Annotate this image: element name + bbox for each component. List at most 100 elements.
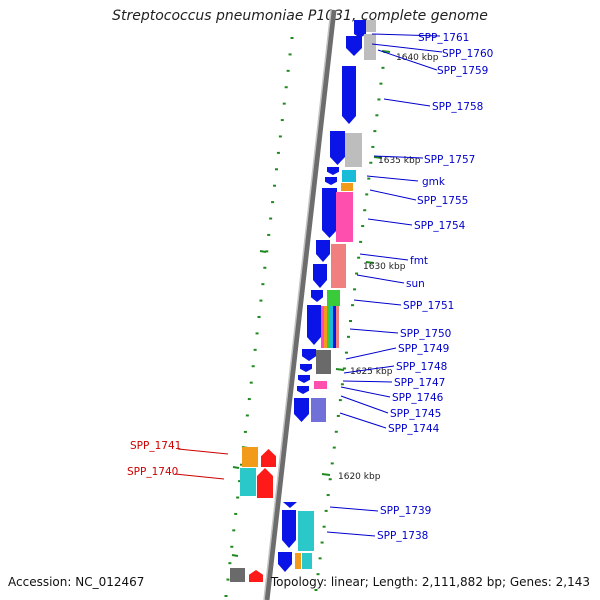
gene-block: [230, 568, 245, 582]
dashed-track-left: [267, 233, 271, 236]
scale-label: 1635 kbp: [378, 156, 421, 166]
gene-label: fmt: [410, 255, 428, 267]
gene-label: SPP_1757: [424, 154, 475, 166]
label-leader-line: [342, 380, 393, 383]
label-leader-line: [329, 506, 379, 512]
dashed-track-left: [236, 496, 240, 499]
gene-block: [364, 34, 376, 60]
gene-arrow: [307, 305, 321, 345]
gene-label: SPP_1759: [437, 65, 488, 77]
gene-block: [331, 244, 346, 288]
dashed-track-right: [338, 399, 342, 402]
dashed-track-right: [359, 240, 363, 243]
backbone-highlight: [263, 9, 332, 600]
dashed-track-left: [243, 430, 247, 433]
gene-block: [242, 447, 258, 467]
dashed-track-right: [322, 525, 326, 528]
gene-arrow: [322, 188, 337, 238]
dashed-track-left: [249, 381, 253, 384]
gene-arrow: [298, 375, 310, 383]
label-leader-line: [340, 395, 389, 414]
gene-arrow: [311, 290, 323, 302]
dashed-track-right: [334, 430, 338, 433]
dashed-track-left: [228, 562, 232, 565]
gene-block: [316, 350, 331, 374]
dashed-track-right: [336, 414, 340, 417]
dashed-track-left: [230, 545, 234, 548]
gene-label: SPP_1750: [400, 328, 451, 340]
gene-label: SPP_1741: [130, 440, 181, 452]
label-leader-line: [343, 365, 395, 374]
gene-label: SPP_1738: [377, 530, 428, 542]
dashed-track-left: [284, 86, 288, 89]
dashed-track-left: [257, 316, 261, 318]
gene-arrow: [302, 349, 316, 361]
dashed-track-right: [373, 130, 377, 133]
label-leader-line: [339, 412, 387, 429]
scale-tick: [381, 50, 391, 53]
dashed-track-right: [353, 288, 357, 291]
dashed-track-left: [263, 266, 267, 269]
dashed-track-left: [240, 463, 244, 466]
gene-block: [240, 468, 256, 496]
label-leader-line: [371, 33, 441, 37]
gene-block: [341, 183, 353, 191]
topology-text: Topology: linear; Length: 2,111,882 bp; …: [270, 575, 590, 589]
gene-block: [336, 306, 339, 348]
scale-tick: [232, 466, 240, 469]
dashed-track-right: [365, 193, 369, 196]
gene-label: SPP_1761: [418, 32, 469, 44]
dashed-track-right: [379, 82, 383, 85]
label-leader-line: [369, 189, 417, 201]
label-leader-line: [366, 175, 419, 182]
dashed-track-right: [314, 589, 318, 591]
dashed-track-right: [369, 161, 373, 164]
gene-block: [321, 306, 324, 348]
dashed-track-left: [259, 299, 263, 302]
dashed-track-left: [265, 250, 269, 253]
scale-tick: [231, 554, 239, 557]
dashed-track-right: [340, 383, 344, 386]
gene-label: SPP_1749: [398, 343, 449, 355]
gene-arrow: [330, 131, 345, 165]
dashed-track-right: [318, 557, 322, 560]
dashed-track-right: [361, 225, 365, 228]
dashed-track-right: [375, 114, 379, 117]
scale-label: 1620 kbp: [338, 472, 381, 482]
gene-arrow: [283, 502, 297, 508]
dashed-track-right: [363, 209, 367, 212]
gene-label: SPP_1755: [417, 195, 468, 207]
label-leader-line: [359, 253, 409, 261]
label-leader-line: [353, 299, 402, 306]
gene-label: SPP_1746: [392, 392, 444, 404]
gene-block: [324, 306, 327, 348]
gene-arrow: [300, 364, 312, 372]
gene-block: [327, 290, 340, 306]
dashed-track-right: [332, 446, 336, 449]
gene-label: gmk: [422, 176, 446, 188]
label-leader-line: [345, 347, 397, 360]
scale-label: 1630 kbp: [363, 262, 406, 272]
label-leader-line: [177, 448, 229, 455]
gene-arrow-reverse: [261, 449, 276, 467]
gene-arrow: [346, 36, 362, 56]
scale-label: 1625 kbp: [350, 367, 393, 377]
dashed-track-right: [324, 509, 328, 512]
dashed-track-right: [316, 573, 320, 576]
scale-tick: [373, 156, 383, 159]
gene-label: SPP_1751: [403, 300, 454, 312]
dashed-track-left: [282, 102, 286, 105]
label-leader-line: [377, 49, 438, 71]
dashed-track-left: [280, 119, 284, 122]
dashed-track-left: [271, 201, 275, 204]
dashed-track-right: [357, 256, 361, 259]
gene-label: SPP_1747: [394, 377, 445, 389]
gene-arrow: [325, 177, 337, 185]
dashed-track-right: [349, 320, 352, 322]
dashed-track-right: [326, 494, 330, 497]
dashed-track-right: [381, 66, 385, 69]
gene-arrow: [327, 167, 339, 175]
gene-block: [327, 306, 330, 348]
scale-tick: [365, 261, 375, 264]
